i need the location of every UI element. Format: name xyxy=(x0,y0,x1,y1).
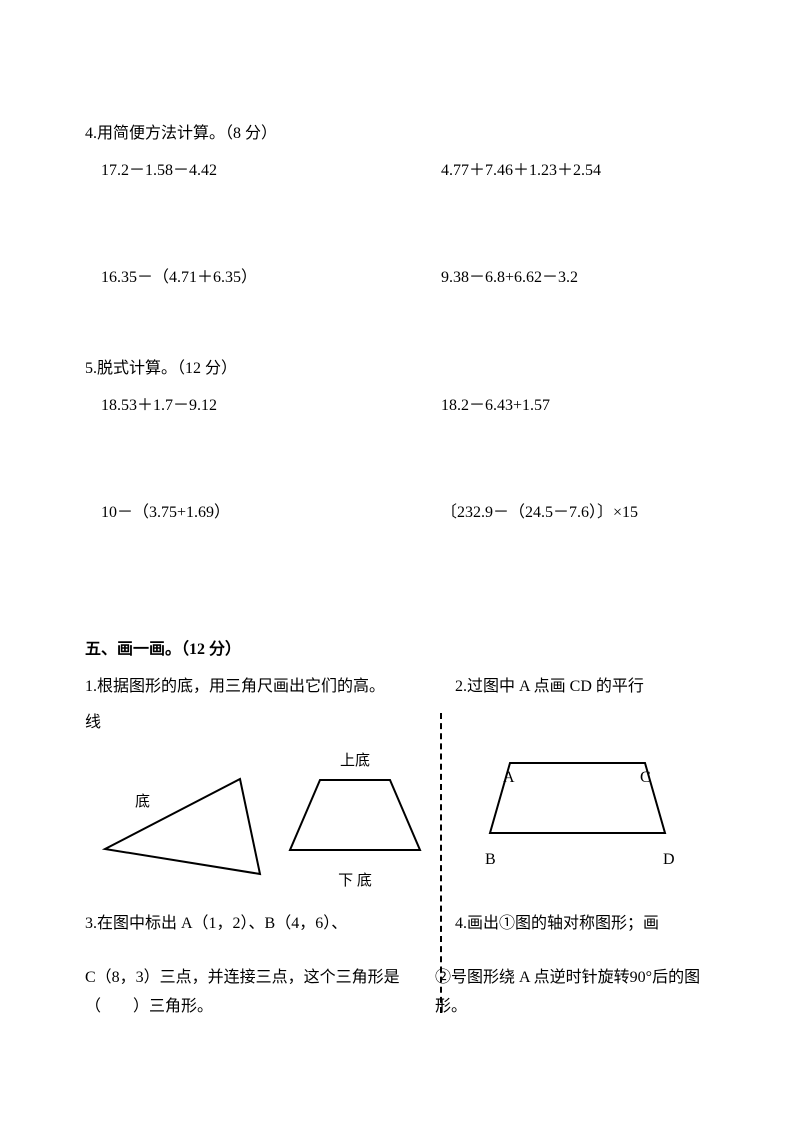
q4-expr-2-right: 9.38－6.8+6.62－3.2 xyxy=(441,264,715,293)
shapes-right: A C B D xyxy=(425,738,715,895)
draw-left-col: 1.根据图形的底，用三角尺画出它们的高。 xyxy=(85,673,425,710)
workspace xyxy=(85,536,715,606)
triangle-shape: 底 xyxy=(85,764,270,895)
quad-shape: A C B D xyxy=(455,758,715,864)
q5-expr-1-right: 18.2－6.43+1.57 xyxy=(441,392,715,421)
line-suffix: 线 xyxy=(85,709,715,738)
q5-expr-1-left: 18.53＋1.7－9.12 xyxy=(101,392,441,421)
q4-text: 4.画出①图的轴对称图形；画 xyxy=(425,910,715,939)
quad-label-a: A xyxy=(503,764,515,793)
q3-q4-row: 3.在图中标出 A（1，2）、B（4，6）、 4.画出①图的轴对称图形；画 xyxy=(85,910,715,939)
triangle-polygon xyxy=(105,779,260,874)
quad-svg xyxy=(485,758,685,853)
triangle-base-label: 底 xyxy=(135,793,150,810)
q4-expr-2-left: 16.35－（4.71＋6.35） xyxy=(101,264,441,293)
q1-text: 1.根据图形的底，用三角尺画出它们的高。 xyxy=(85,673,425,702)
cont-row: C（8，3）三点，并连接三点，这个三角形是（ ）三角形。 ②号图形绕 A 点逆时… xyxy=(85,964,715,1022)
q5-expr-2-right: 〔232.9－（24.5－7.6）〕×15 xyxy=(441,499,715,528)
triangle-svg: 底 xyxy=(85,764,270,884)
quad-label-c: C xyxy=(640,764,651,793)
section5-title: 五、画一画。（12 分） xyxy=(85,636,715,665)
quad-label-b: B xyxy=(485,846,496,875)
q4-expr-1-left: 17.2－1.58－4.42 xyxy=(101,157,441,186)
q4-cont: ②号图形绕 A 点逆时针旋转90°后的图形。 xyxy=(405,964,715,1022)
q5-row-1: 18.53＋1.7－9.12 18.2－6.43+1.57 xyxy=(85,392,715,421)
shapes-container: 底 上底 下 底 A C B D xyxy=(85,738,715,895)
trapezoid-shape: 上底 下 底 xyxy=(285,748,425,895)
q5-header: 5.脱式计算。（12 分） xyxy=(85,355,715,384)
q5-expr-2-left: 10－（3.75+1.69） xyxy=(101,499,441,528)
q3-text: 3.在图中标出 A（1，2）、B（4，6）、 xyxy=(85,910,425,939)
shapes-left: 底 上底 下 底 xyxy=(85,738,425,895)
trapezoid-bottom-label: 下 底 xyxy=(285,868,425,895)
q5-row-2: 10－（3.75+1.69） 〔232.9－（24.5－7.6）〕×15 xyxy=(85,499,715,528)
draw-container: 1.根据图形的底，用三角尺画出它们的高。 2.过图中 A 点画 CD 的平行 xyxy=(85,673,715,710)
workspace xyxy=(85,300,715,355)
trapezoid-svg xyxy=(285,775,425,857)
quad-polygon xyxy=(490,763,665,833)
q2-text: 2.过图中 A 点画 CD 的平行 xyxy=(455,673,715,702)
workspace xyxy=(85,194,715,264)
trapezoid-polygon xyxy=(290,780,420,850)
trapezoid-top-label: 上底 xyxy=(285,748,425,775)
q4-row-2: 16.35－（4.71＋6.35） 9.38－6.8+6.62－3.2 xyxy=(85,264,715,293)
q4-row-1: 17.2－1.58－4.42 4.77＋7.46＋1.23＋2.54 xyxy=(85,157,715,186)
q3-cont: C（8，3）三点，并连接三点，这个三角形是（ ）三角形。 xyxy=(85,964,405,1022)
draw-right-col: 2.过图中 A 点画 CD 的平行 xyxy=(425,673,715,710)
workspace xyxy=(85,429,715,499)
shapes-row: 底 上底 下 底 xyxy=(85,748,425,895)
q4-header: 4.用简便方法计算。（8 分） xyxy=(85,120,715,149)
q4-expr-1-right: 4.77＋7.46＋1.23＋2.54 xyxy=(441,157,715,186)
quad-label-d: D xyxy=(663,846,675,875)
